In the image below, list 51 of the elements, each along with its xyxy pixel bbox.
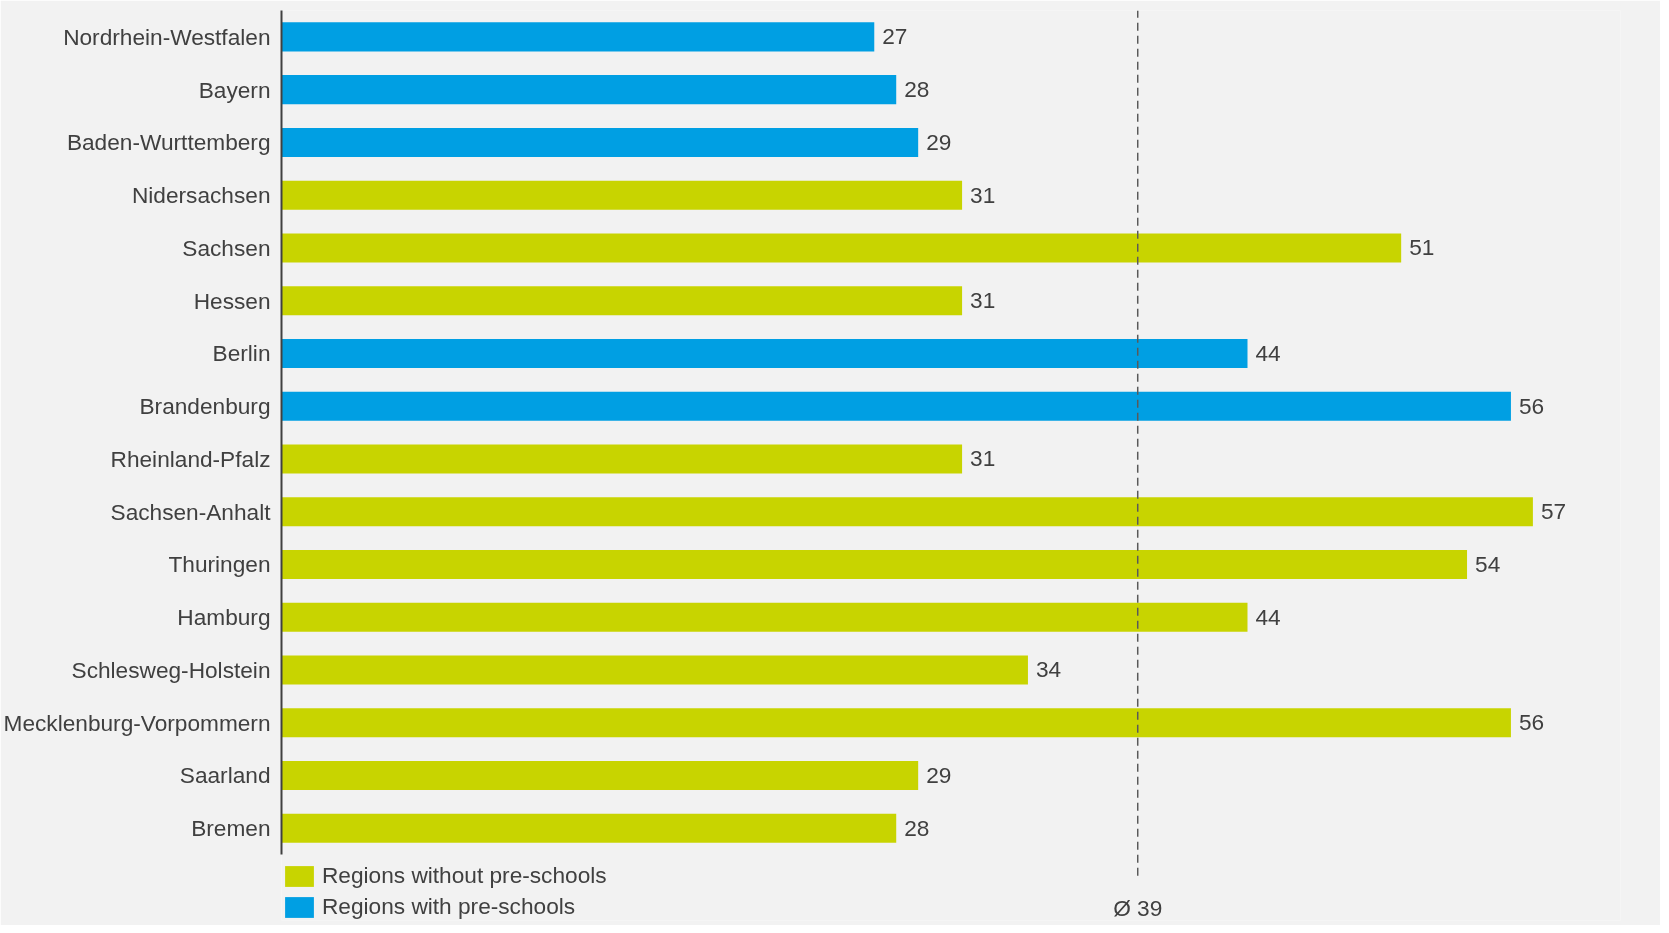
data-label: 29 bbox=[926, 761, 952, 788]
legend-label: Regions with pre-schools bbox=[322, 893, 576, 920]
y-tick-label: Sachsen bbox=[182, 234, 271, 261]
bar bbox=[281, 391, 1511, 421]
bar bbox=[281, 22, 875, 52]
legend-label: Regions without pre-schools bbox=[322, 862, 607, 889]
y-tick-label: Bremen bbox=[191, 815, 271, 842]
bar bbox=[281, 655, 1028, 685]
bar bbox=[281, 760, 919, 790]
y-tick-label: Nidersachsen bbox=[131, 182, 271, 209]
y-tick-label: Schlesweg-Holstein bbox=[71, 656, 271, 683]
y-tick-label: Thuringen bbox=[168, 551, 271, 578]
y-tick-label: Berlin bbox=[212, 340, 271, 367]
y-tick-label: Nordrhein-Westfalen bbox=[63, 23, 271, 50]
data-label: 54 bbox=[1475, 550, 1501, 577]
bar bbox=[281, 708, 1511, 738]
y-tick-label: Hamburg bbox=[177, 604, 271, 631]
y-tick-label: Hessen bbox=[193, 287, 271, 314]
ref-line-label: Ø 39 bbox=[1113, 894, 1163, 921]
bar bbox=[281, 233, 1402, 263]
y-tick-label: Mecklenburg-Vorpommern bbox=[3, 709, 271, 736]
bar bbox=[281, 338, 1248, 368]
data-label: 34 bbox=[1035, 656, 1062, 683]
data-label: 31 bbox=[970, 445, 996, 472]
y-tick-label: Baden-Wurttemberg bbox=[66, 129, 271, 156]
bar bbox=[281, 549, 1468, 579]
bar bbox=[281, 127, 919, 157]
bar bbox=[281, 497, 1533, 527]
data-label: 44 bbox=[1255, 339, 1281, 366]
y-tick-label: Brandenburg bbox=[139, 393, 271, 420]
data-label: 51 bbox=[1409, 234, 1435, 261]
bar bbox=[281, 286, 963, 316]
bar bbox=[281, 444, 963, 474]
bar bbox=[281, 602, 1248, 632]
data-label: 56 bbox=[1518, 709, 1545, 736]
data-label: 31 bbox=[970, 181, 996, 208]
bar bbox=[281, 180, 963, 210]
y-tick-label: Rheinland-Pfalz bbox=[110, 445, 271, 472]
data-label: 56 bbox=[1518, 392, 1545, 419]
data-label: 28 bbox=[904, 814, 930, 841]
data-label: 44 bbox=[1255, 603, 1281, 630]
bar bbox=[281, 813, 897, 843]
bar bbox=[281, 75, 897, 105]
data-label: 29 bbox=[926, 128, 952, 155]
data-label: 31 bbox=[970, 287, 996, 314]
data-label: 28 bbox=[904, 76, 930, 103]
data-label: 57 bbox=[1540, 498, 1567, 525]
y-tick-label: Bayern bbox=[198, 76, 271, 103]
data-label: 27 bbox=[882, 23, 908, 50]
y-tick-label: Sachsen-Anhalt bbox=[110, 498, 272, 525]
y-tick-label: Saarland bbox=[179, 762, 271, 789]
